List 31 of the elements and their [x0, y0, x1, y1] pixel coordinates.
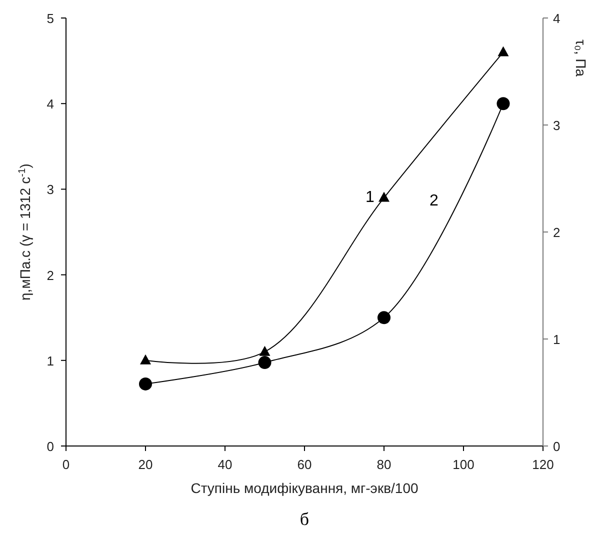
y-tick-label: 2 — [46, 268, 54, 283]
point — [496, 97, 510, 110]
y-tick-label: 3 — [46, 182, 54, 198]
x-tick-label: 100 — [452, 457, 474, 472]
y2-tick-label: 4 — [553, 11, 560, 26]
point — [140, 354, 151, 364]
x-tick-label: 120 — [532, 457, 554, 472]
point — [378, 311, 390, 324]
y-tick-label: 5 — [46, 11, 54, 26]
y-tick-label: 4 — [46, 96, 54, 112]
y2-tick-label: 0 — [553, 439, 560, 454]
x-tick-label: 40 — [218, 457, 232, 472]
series-label: 1 — [366, 188, 375, 206]
point — [259, 346, 270, 356]
point — [498, 46, 509, 56]
x-tick-label: 60 — [297, 457, 312, 472]
series-label: 2 — [430, 192, 439, 210]
x-tick-label: 20 — [138, 457, 153, 472]
x-tick-label: 80 — [376, 457, 392, 472]
x-tick-label: 0 — [62, 457, 70, 472]
y2-tick-label: 3 — [553, 118, 560, 133]
point — [139, 377, 152, 390]
text: б — [300, 509, 310, 529]
y2-tick-label: 1 — [553, 332, 560, 347]
x-axis-title: Ступінь модифікування, мг-экв/100 — [190, 480, 418, 496]
y-tick-label: 1 — [46, 353, 54, 368]
y2-axis-title: τ₀, Па — [573, 40, 589, 77]
point — [258, 356, 272, 370]
point — [378, 192, 390, 202]
y-tick-label: 0 — [46, 439, 54, 454]
y2-tick-label: 2 — [553, 225, 560, 240]
